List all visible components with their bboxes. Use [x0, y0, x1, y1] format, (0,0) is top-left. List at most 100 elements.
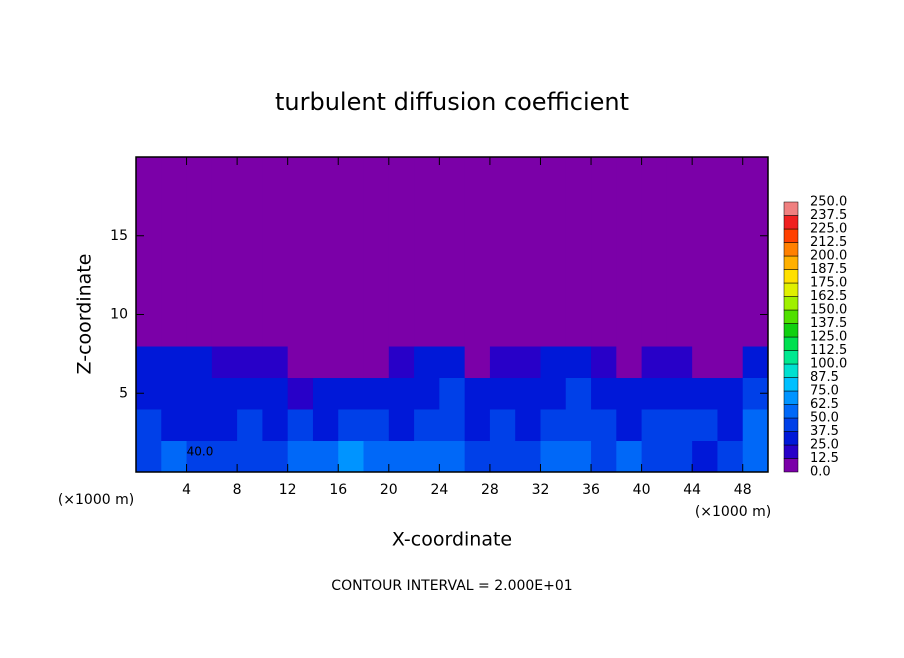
cell	[489, 314, 516, 347]
cell	[439, 409, 466, 441]
cell	[338, 440, 365, 473]
cell	[338, 314, 365, 347]
cell	[666, 377, 693, 410]
cell	[363, 409, 390, 441]
cell	[565, 346, 592, 378]
cell	[515, 346, 541, 378]
cell	[363, 251, 390, 284]
cell	[388, 157, 415, 189]
cell	[540, 440, 567, 473]
cell	[641, 188, 668, 221]
cell	[136, 409, 162, 441]
cell	[540, 251, 567, 284]
cell	[262, 283, 289, 315]
colorbar-label: 187.5	[810, 262, 847, 277]
cell	[515, 188, 541, 221]
cell	[186, 220, 213, 252]
cell	[237, 314, 263, 347]
cell	[717, 188, 744, 221]
cell	[591, 188, 617, 221]
cell	[338, 409, 365, 441]
cell	[464, 440, 491, 473]
cell	[616, 377, 643, 410]
cell	[591, 346, 617, 378]
cell	[363, 377, 390, 410]
cell	[616, 409, 643, 441]
cell	[666, 251, 693, 284]
cell	[414, 314, 440, 347]
colorbar-swatch	[783, 323, 799, 338]
cell	[414, 251, 440, 284]
cell	[161, 188, 188, 221]
cell	[616, 346, 643, 378]
cell	[312, 220, 339, 252]
colorbar-swatch	[783, 390, 799, 405]
cell	[136, 314, 162, 347]
cell	[237, 283, 263, 315]
cell	[287, 409, 314, 441]
cell	[641, 346, 668, 378]
cell	[489, 409, 516, 441]
cell	[565, 283, 592, 315]
cell	[717, 440, 744, 473]
cell	[161, 283, 188, 315]
y-tick-label: 10	[110, 307, 128, 323]
cell	[742, 440, 769, 473]
cell	[540, 314, 567, 347]
cell	[211, 251, 238, 284]
cell	[464, 188, 491, 221]
cell	[439, 314, 466, 347]
cell	[388, 409, 415, 441]
cell	[186, 377, 213, 410]
cell	[439, 157, 466, 189]
x-tick-label: 48	[734, 482, 752, 498]
cell	[666, 157, 693, 189]
colorbar-label: 150.0	[810, 303, 847, 318]
cell	[262, 346, 289, 378]
cell	[717, 377, 744, 410]
cell	[641, 440, 668, 473]
cell	[565, 188, 592, 221]
colorbar-label: 12.5	[810, 451, 839, 466]
cell	[717, 314, 744, 347]
cell	[388, 377, 415, 410]
cell	[363, 188, 390, 221]
colorbar-swatch	[783, 215, 799, 230]
cell	[262, 377, 289, 410]
x-tick-label: 12	[279, 482, 297, 498]
cell	[540, 220, 567, 252]
cell	[388, 440, 415, 473]
cell	[414, 377, 440, 410]
cell	[515, 409, 541, 441]
cell	[287, 346, 314, 378]
cell	[591, 157, 617, 189]
cell	[641, 251, 668, 284]
cell	[641, 377, 668, 410]
cell	[489, 440, 516, 473]
cell	[287, 251, 314, 284]
cell	[211, 157, 238, 189]
cell	[237, 440, 263, 473]
cell	[742, 251, 769, 284]
colorbar-swatch	[783, 431, 799, 446]
cell	[591, 440, 617, 473]
cell	[692, 377, 718, 410]
colorbar-label: 175.0	[810, 276, 847, 291]
cell	[692, 251, 718, 284]
cell	[439, 220, 466, 252]
x-tick-label: 44	[683, 482, 701, 498]
cell	[338, 220, 365, 252]
cell	[742, 409, 769, 441]
cell	[161, 251, 188, 284]
cell	[717, 251, 744, 284]
cell	[540, 409, 567, 441]
cell	[211, 440, 238, 473]
colorbar-label: 0.0	[810, 465, 831, 480]
cell	[717, 409, 744, 441]
cell	[641, 314, 668, 347]
cell	[666, 409, 693, 441]
cell	[161, 220, 188, 252]
cell	[262, 251, 289, 284]
cell	[565, 409, 592, 441]
